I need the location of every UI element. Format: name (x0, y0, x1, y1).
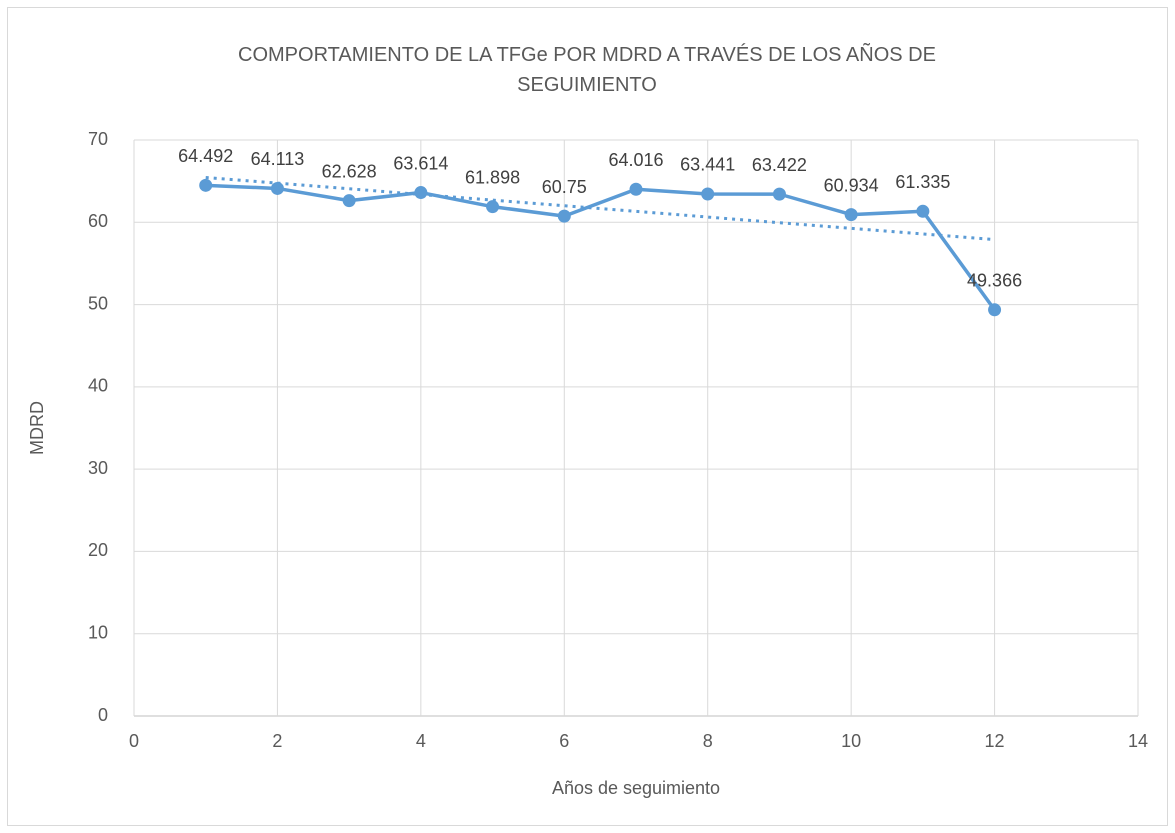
data-point (414, 186, 428, 200)
data-label: 63.441 (680, 155, 735, 175)
x-axis-label: Años de seguimiento (552, 778, 720, 798)
data-label: 60.934 (824, 175, 879, 195)
data-point (988, 303, 1002, 317)
x-tick-label: 12 (985, 731, 1005, 751)
data-label: 61.898 (465, 167, 520, 187)
data-label: 49.366 (967, 271, 1022, 291)
chart-border (7, 7, 1168, 826)
data-point (916, 204, 930, 218)
data-label: 63.422 (752, 155, 807, 175)
data-point (629, 182, 643, 196)
data-line (205, 183, 996, 311)
data-point (557, 209, 571, 223)
data-point (486, 200, 500, 214)
data-label: 64.492 (178, 146, 233, 166)
chart-title: COMPORTAMIENTO DE LA TFGe POR MDRD A TRA… (238, 44, 936, 96)
data-point (270, 181, 284, 195)
x-tick-label: 14 (1128, 731, 1148, 751)
y-tick-label: 20 (88, 540, 108, 560)
data-point (342, 194, 356, 208)
y-tick-label: 10 (88, 622, 108, 642)
data-label: 62.628 (322, 161, 377, 181)
data-point (701, 187, 715, 201)
data-label: 64.016 (608, 150, 663, 170)
y-tick-label: 40 (88, 376, 108, 396)
y-tick-label: 0 (98, 705, 108, 725)
y-tick-label: 30 (88, 458, 108, 478)
y-tick-label: 60 (88, 211, 108, 231)
data-label: 61.335 (895, 172, 950, 192)
data-label: 64.113 (251, 149, 305, 169)
data-label: 60.75 (542, 177, 587, 197)
y-tick-label: 50 (88, 293, 108, 313)
x-tick-label: 6 (559, 731, 569, 751)
x-tick-label: 10 (841, 731, 861, 751)
data-label: 63.614 (393, 153, 448, 173)
y-tick-label: 70 (88, 129, 108, 149)
data-point (772, 187, 786, 201)
y-axis-label: MDRD (27, 401, 47, 455)
x-tick-label: 4 (416, 731, 426, 751)
data-point (199, 178, 213, 192)
x-tick-label: 0 (129, 731, 139, 751)
x-tick-label: 2 (272, 731, 282, 751)
x-tick-label: 8 (703, 731, 713, 751)
data-point (844, 208, 858, 222)
